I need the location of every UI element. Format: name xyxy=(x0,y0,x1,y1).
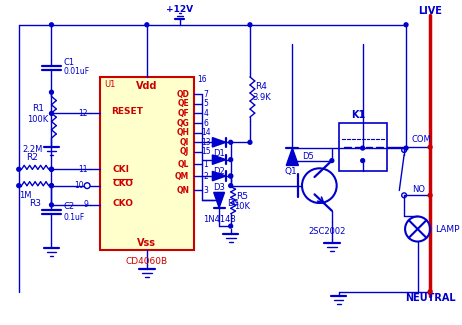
Circle shape xyxy=(49,90,54,94)
Text: CKI: CKI xyxy=(112,165,129,174)
Circle shape xyxy=(229,174,233,178)
Text: 3: 3 xyxy=(203,186,208,195)
Circle shape xyxy=(49,203,54,207)
Text: 13: 13 xyxy=(201,138,211,147)
Text: R1: R1 xyxy=(32,104,44,113)
Text: R2: R2 xyxy=(26,153,38,162)
Circle shape xyxy=(145,23,149,27)
Circle shape xyxy=(428,145,432,149)
FancyBboxPatch shape xyxy=(100,77,194,250)
Text: 1N4148: 1N4148 xyxy=(203,215,236,224)
Text: QI: QI xyxy=(180,138,189,147)
Text: 1M: 1M xyxy=(19,191,32,200)
Text: 2.2M: 2.2M xyxy=(22,145,43,153)
Polygon shape xyxy=(213,137,226,147)
Text: QL: QL xyxy=(178,160,189,169)
Text: 10: 10 xyxy=(75,181,84,190)
Circle shape xyxy=(49,111,54,115)
Text: 2SC2002: 2SC2002 xyxy=(308,227,346,236)
Text: QN: QN xyxy=(176,186,189,195)
Text: 10K: 10K xyxy=(234,202,250,211)
Circle shape xyxy=(229,184,233,188)
Text: QD: QD xyxy=(176,90,189,98)
Text: CD4060B: CD4060B xyxy=(126,257,168,266)
Circle shape xyxy=(248,23,252,27)
Text: 0.01uF: 0.01uF xyxy=(63,68,89,76)
Circle shape xyxy=(17,184,21,188)
Text: R5: R5 xyxy=(236,192,248,201)
FancyBboxPatch shape xyxy=(339,123,387,171)
Text: R3: R3 xyxy=(29,199,41,207)
Polygon shape xyxy=(214,192,225,208)
Circle shape xyxy=(428,290,432,293)
Text: QM: QM xyxy=(175,172,189,180)
Text: Vss: Vss xyxy=(137,238,156,248)
Text: D1: D1 xyxy=(213,150,225,158)
Text: D3: D3 xyxy=(213,183,225,192)
Text: 1: 1 xyxy=(203,160,208,169)
Text: 5: 5 xyxy=(203,99,208,108)
Text: 4: 4 xyxy=(203,109,208,118)
Text: CKO: CKO xyxy=(112,179,133,188)
Circle shape xyxy=(330,159,334,162)
Circle shape xyxy=(229,140,233,144)
Text: COM: COM xyxy=(412,135,432,144)
Text: U1: U1 xyxy=(104,80,116,89)
Circle shape xyxy=(229,224,233,228)
Text: 3.9K: 3.9K xyxy=(252,93,271,101)
Text: CKO: CKO xyxy=(112,199,133,207)
Text: 11: 11 xyxy=(79,165,88,174)
Text: QF: QF xyxy=(177,109,189,118)
Text: 0.1uF: 0.1uF xyxy=(63,213,84,222)
Text: NO: NO xyxy=(412,185,425,194)
Circle shape xyxy=(229,158,233,162)
Text: Q1: Q1 xyxy=(284,167,297,176)
Circle shape xyxy=(361,146,365,150)
Text: D5: D5 xyxy=(302,152,314,161)
Text: 7: 7 xyxy=(203,90,208,98)
Circle shape xyxy=(17,167,21,171)
Text: D4: D4 xyxy=(227,200,238,208)
Circle shape xyxy=(404,23,408,27)
Polygon shape xyxy=(213,171,226,181)
Text: NEUTRAL: NEUTRAL xyxy=(405,293,456,303)
Text: D2: D2 xyxy=(213,167,225,176)
Text: 9: 9 xyxy=(83,201,88,209)
Text: QJ: QJ xyxy=(180,148,189,156)
Text: 15: 15 xyxy=(201,148,211,156)
Circle shape xyxy=(49,184,54,188)
Text: 16: 16 xyxy=(197,75,207,84)
Text: QH: QH xyxy=(176,128,189,137)
Text: 14: 14 xyxy=(201,128,211,137)
Circle shape xyxy=(361,159,365,162)
Text: 12: 12 xyxy=(79,109,88,118)
Circle shape xyxy=(49,167,54,171)
Circle shape xyxy=(49,23,54,27)
Text: Vdd: Vdd xyxy=(136,82,158,91)
Text: RESET: RESET xyxy=(111,107,143,116)
Circle shape xyxy=(49,167,54,171)
Text: 2: 2 xyxy=(203,172,208,180)
Text: +12V: +12V xyxy=(166,5,193,14)
Text: QE: QE xyxy=(177,99,189,108)
Text: 6: 6 xyxy=(203,119,208,127)
Polygon shape xyxy=(286,148,298,165)
Text: QG: QG xyxy=(176,119,189,127)
Circle shape xyxy=(229,174,233,178)
Text: 100K: 100K xyxy=(27,115,49,124)
Circle shape xyxy=(49,184,54,188)
Text: C1: C1 xyxy=(63,58,74,67)
Circle shape xyxy=(428,193,432,197)
Text: LIVE: LIVE xyxy=(418,6,442,16)
Text: C2: C2 xyxy=(63,202,74,211)
Text: R4: R4 xyxy=(255,82,267,91)
Circle shape xyxy=(248,140,252,144)
Polygon shape xyxy=(213,155,226,164)
Text: K1: K1 xyxy=(351,110,365,120)
Text: LAMP: LAMP xyxy=(435,225,459,234)
Circle shape xyxy=(404,146,408,150)
